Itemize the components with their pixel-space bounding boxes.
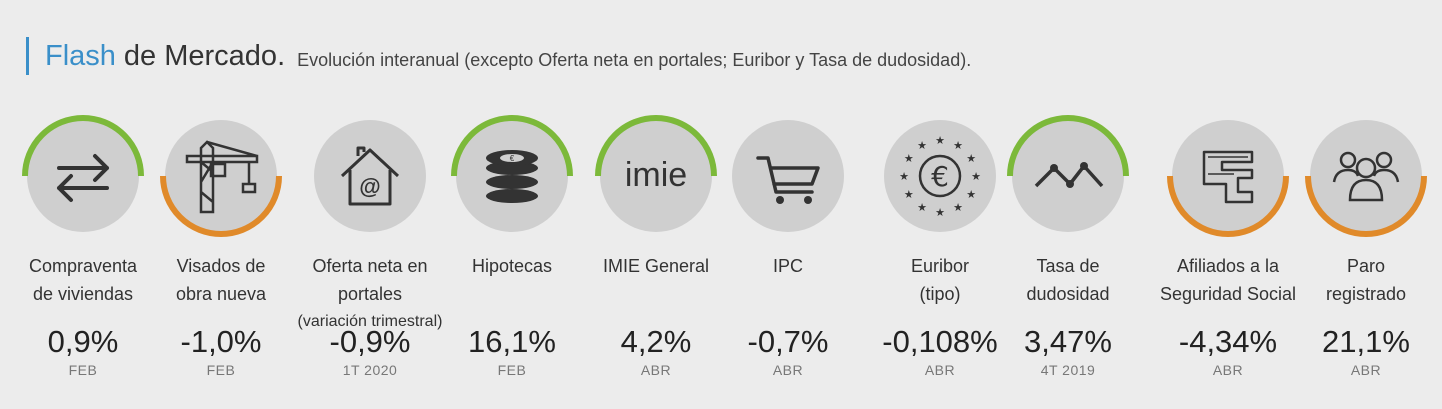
crane-icon [185, 140, 259, 214]
indicator-gauge [724, 112, 852, 240]
indicator-label: Compraventa de viviendas [8, 252, 158, 314]
indicator-label-line1: Compraventa [28, 256, 138, 276]
indicator-gauge [1302, 112, 1430, 240]
indicator-period: FEB [497, 362, 527, 378]
indicator-label-line1: Paro [1346, 256, 1386, 276]
page-header: Flash de Mercado. Evolución interanual (… [26, 34, 971, 78]
indicator-label: Hipotecas [437, 252, 587, 314]
svg-text:★: ★ [935, 206, 945, 219]
indicator-label: Tasa de dudosidad [993, 252, 1143, 314]
indicator-card: ★ ★ ★ ★ ★ ★ ★ ★ ★ ★ ★ ★ € Euribor (tipo) -0,108% ABR [865, 112, 1015, 378]
indicator-card: € Hipotecas 16,1% FEB [437, 112, 587, 378]
svg-text:€: € [931, 160, 949, 193]
indicator-label: Visados de obra nueva [146, 252, 296, 314]
indicator-value: 21,1% [1322, 324, 1410, 359]
transfer-arrows-icon [57, 154, 109, 202]
indicator-label-line2: Seguridad Social [1159, 284, 1297, 304]
indicator-label-line2: dudosidad [1026, 284, 1110, 304]
indicator-value: 0,9% [47, 324, 119, 359]
indicator-value: -0,7% [747, 324, 829, 359]
title-rest: de Mercado. [123, 39, 286, 72]
indicator-period: 1T 2020 [342, 362, 398, 378]
indicator-label-line2: (tipo) [919, 284, 961, 304]
indicator-value: -1,0% [180, 324, 262, 359]
svg-text:★: ★ [966, 188, 976, 201]
indicator-label-line1: Euribor [910, 256, 970, 276]
indicator-gauge: imie [592, 112, 720, 240]
indicator-card: Afiliados a la Seguridad Social -4,34% ABR [1153, 112, 1303, 378]
indicator-gauge [1004, 112, 1132, 240]
indicator-period: ABR [640, 362, 672, 378]
title-flash: Flash [45, 39, 116, 72]
indicator-label: Afiliados a la Seguridad Social [1153, 252, 1303, 314]
indicator-label-line1: Visados de [176, 256, 266, 276]
indicator-value: -0,9% [329, 324, 411, 359]
svg-text:★: ★ [917, 139, 927, 152]
indicator-label-line1: IPC [772, 256, 803, 276]
indicator-label-line2: (variación trimestral) [297, 313, 443, 330]
indicator-card: Visados de obra nueva -1,0% FEB [146, 112, 296, 378]
indicator-value: 16,1% [468, 324, 556, 359]
indicator-period: FEB [206, 362, 236, 378]
svg-text:★: ★ [935, 134, 945, 147]
indicator-gauge [1164, 112, 1292, 240]
indicator-period: FEB [68, 362, 98, 378]
indicator-period: ABR [1212, 362, 1244, 378]
indicator-label: Oferta neta en portales (variación trimes… [295, 252, 445, 330]
indicator-label-line1: Tasa de [1036, 256, 1100, 276]
indicator-card: IPC -0,7% ABR [713, 112, 863, 378]
indicator-label-line1: Hipotecas [471, 256, 553, 276]
svg-text:★: ★ [971, 170, 981, 183]
indicator-card: Compraventa de viviendas 0,9% FEB [8, 112, 158, 378]
indicator-gauge [157, 112, 285, 240]
indicator-label-line1: Oferta neta en portales [312, 256, 428, 304]
indicator-label-line2: obra nueva [175, 284, 267, 304]
indicator-gauge: € [448, 112, 576, 240]
indicator-value: -0,108% [882, 324, 998, 359]
people-group-icon [1332, 151, 1400, 202]
svg-text:★: ★ [953, 201, 963, 214]
indicator-card: imie IMIE General 4,2% ABR [581, 112, 731, 378]
header-accent-bar [26, 37, 29, 75]
indicator-value: 4,2% [620, 324, 692, 359]
imie-logo-icon: imie [625, 156, 687, 194]
svg-text:€: € [510, 154, 515, 163]
svg-text:★: ★ [904, 152, 914, 165]
trend-line-icon [1034, 162, 1104, 188]
indicator-gauge: @ [306, 112, 434, 240]
indicator-label: Euribor (tipo) [865, 252, 1015, 314]
social-security-icon [1202, 150, 1254, 204]
indicator-value: 3,47% [1024, 324, 1112, 359]
indicator-label: IMIE General [581, 252, 731, 314]
svg-text:★: ★ [899, 170, 909, 183]
svg-text:★: ★ [953, 139, 963, 152]
indicator-gauge [19, 112, 147, 240]
coins-euro-icon: € [486, 150, 538, 203]
indicator-value: -4,34% [1178, 324, 1278, 359]
indicator-card: @ Oferta neta en portales (variación trime… [295, 112, 445, 378]
indicator-period: 4T 2019 [1040, 362, 1096, 378]
page-subtitle: Evolución interanual (excepto Oferta net… [297, 49, 972, 70]
indicator-label-line2: de viviendas [32, 284, 134, 304]
indicator-label-line1: IMIE General [602, 256, 710, 276]
svg-text:★: ★ [917, 201, 927, 214]
indicator-label: IPC [713, 252, 863, 314]
svg-text:@: @ [359, 174, 380, 199]
indicator-period: ABR [772, 362, 804, 378]
svg-text:★: ★ [904, 188, 914, 201]
svg-text:★: ★ [966, 152, 976, 165]
euro-stars-icon: ★★★★★★★★★ ★ ★★€ [899, 134, 981, 219]
house-at-icon: @ [340, 146, 400, 206]
shopping-cart-icon [756, 156, 820, 204]
svg-text:imie: imie [625, 156, 687, 194]
indicator-period: ABR [1350, 362, 1382, 378]
indicator-label-line1: Afiliados a la [1176, 256, 1280, 276]
indicator-label: Paro registrado [1291, 252, 1441, 314]
indicator-period: ABR [924, 362, 956, 378]
indicator-card: Paro registrado 21,1% ABR [1291, 112, 1441, 378]
indicator-label-line2: registrado [1325, 284, 1407, 304]
indicator-card: Tasa de dudosidad 3,47% 4T 2019 [993, 112, 1143, 378]
indicator-gauge: ★ ★ ★ ★ ★ ★ ★ ★ ★ ★ ★ ★ € [876, 112, 1004, 240]
